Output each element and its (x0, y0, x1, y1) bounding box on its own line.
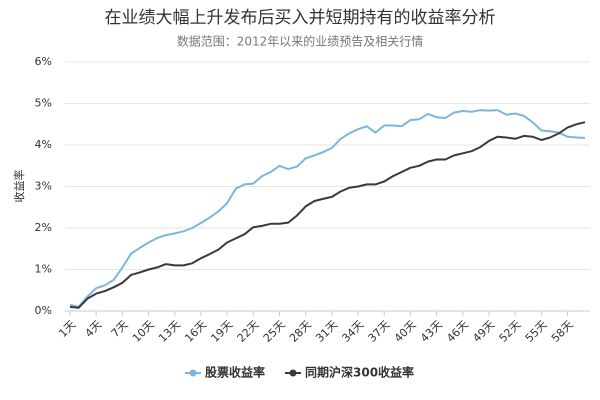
x-tick-label: 19天 (208, 318, 235, 345)
legend-label: 股票收益率 (205, 365, 265, 380)
legend-marker (189, 369, 197, 377)
y-axis-label: 收益率 (12, 170, 26, 203)
x-tick-label: 25天 (261, 318, 288, 345)
x-tick-label: 46天 (444, 318, 471, 345)
x-tick-label: 10天 (130, 318, 157, 345)
x-tick-label: 16天 (182, 318, 209, 345)
y-tick-label: 6% (35, 55, 52, 68)
x-tick-label: 34天 (339, 318, 366, 345)
legend-label: 同期沪深300收益率 (305, 365, 414, 380)
x-tick-label: 4天 (83, 318, 105, 340)
x-tick-label: 31天 (313, 318, 340, 345)
y-tick-label: 2% (35, 221, 52, 234)
x-tick-label: 1天 (56, 318, 78, 340)
x-tick-label: 28天 (287, 318, 314, 345)
x-tick-label: 22天 (235, 318, 262, 345)
x-tick-label: 52天 (497, 318, 524, 345)
chart-subtitle: 数据范围：2012年以来的业绩预告及相关行情 (177, 34, 424, 49)
y-tick-label: 4% (35, 138, 52, 151)
x-tick-label: 13天 (156, 318, 183, 345)
x-tick-label: 55天 (523, 318, 550, 345)
x-tick-label: 43天 (418, 318, 445, 345)
legend-marker (289, 369, 297, 377)
x-tick-label: 40天 (392, 318, 419, 345)
x-tick-label: 7天 (109, 318, 131, 340)
x-tick-label: 58天 (549, 318, 576, 345)
y-tick-label: 0% (35, 304, 52, 317)
x-tick-label: 49天 (470, 318, 497, 345)
series-line (69, 109, 586, 308)
series-line (69, 121, 586, 309)
chart-title: 在业绩大幅上升发布后买入并短期持有的收益率分析 (105, 8, 496, 28)
y-tick-label: 5% (35, 97, 52, 110)
y-tick-label: 1% (35, 263, 52, 276)
x-tick-label: 37天 (366, 318, 393, 345)
y-tick-label: 3% (35, 180, 52, 193)
